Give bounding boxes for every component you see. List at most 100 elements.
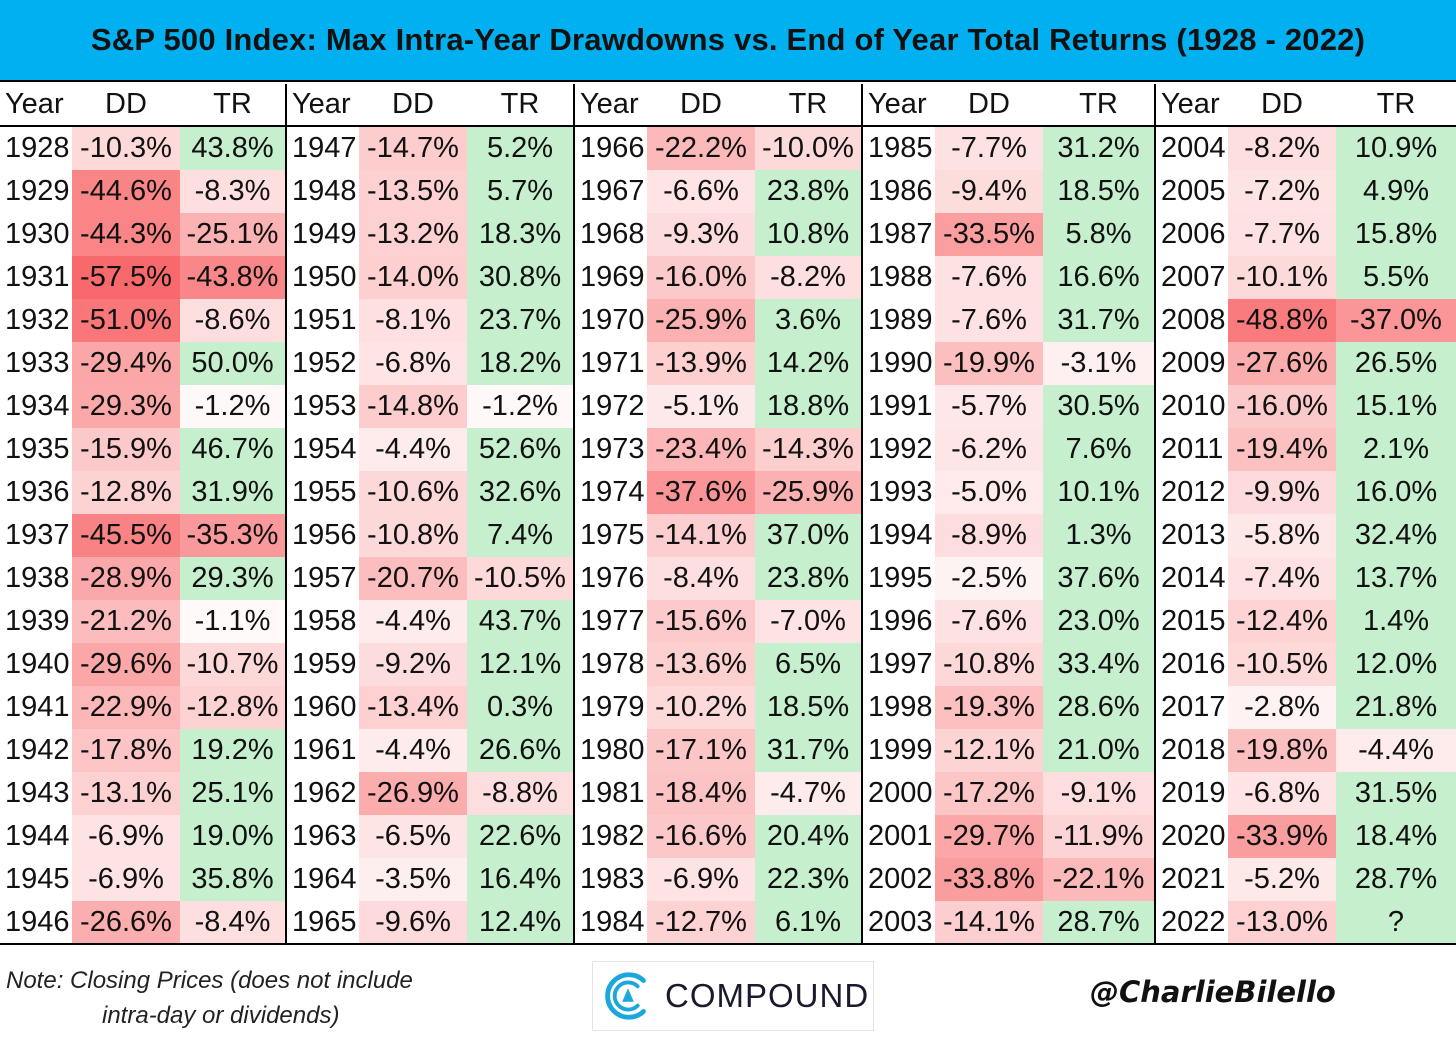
table-row: 1953 -14.8% -1.2% xyxy=(287,385,573,428)
total-return-cell: -4.4% xyxy=(1336,729,1456,772)
year-cell: 2021 xyxy=(1161,863,1226,895)
drawdown-cell: -29.7% xyxy=(935,815,1043,858)
total-return-cell: -1.1% xyxy=(180,600,285,643)
total-return-cell: -35.3% xyxy=(180,514,285,557)
table-row: 1942 -17.8% 19.2% xyxy=(0,729,285,772)
total-return-cell: 23.0% xyxy=(1043,600,1154,643)
table-row: 1961 -4.4% 26.6% xyxy=(287,729,573,772)
total-return-cell: -9.1% xyxy=(1043,772,1154,815)
drawdown-cell: -20.7% xyxy=(359,557,467,600)
year-cell: 1972 xyxy=(580,390,645,422)
year-cell: 1973 xyxy=(580,433,645,465)
table-row: 1963 -6.5% 22.6% xyxy=(287,815,573,858)
total-return-cell: 10.9% xyxy=(1336,127,1456,170)
drawdown-cell: -14.1% xyxy=(647,514,755,557)
year-cell: 2004 xyxy=(1161,132,1226,164)
drawdown-cell: -19.8% xyxy=(1228,729,1336,772)
column-header-year: Year xyxy=(868,88,927,120)
column-header-dd: DD xyxy=(105,88,147,120)
drawdown-cell: -3.5% xyxy=(359,858,467,901)
footnote-line-2: intra-day or dividends) xyxy=(102,1002,340,1029)
table-block: Year DD TR 1947 -14.7% 5.2% 1948 -13.5% 5.7% 1949… xyxy=(287,84,575,944)
column-header-year: Year xyxy=(292,88,351,120)
total-return-cell: 18.2% xyxy=(467,342,573,385)
column-header-year: Year xyxy=(580,88,639,120)
drawdown-cell: -10.6% xyxy=(359,471,467,514)
total-return-cell: -43.8% xyxy=(180,256,285,299)
drawdown-cell: -13.9% xyxy=(647,342,755,385)
table-row: 2019 -6.8% 31.5% xyxy=(1156,772,1456,815)
drawdown-cell: -8.1% xyxy=(359,299,467,342)
table-row: 2005 -7.2% 4.9% xyxy=(1156,170,1456,213)
table-block: Year DD TR 2004 -8.2% 10.9% 2005 -7.2% 4.9% 2006-… xyxy=(1156,84,1456,944)
year-cell: 1987 xyxy=(868,218,933,250)
year-cell: 1988 xyxy=(868,261,933,293)
total-return-cell: 18.4% xyxy=(1336,815,1456,858)
year-cell: 1971 xyxy=(580,347,645,379)
total-return-cell: -4.7% xyxy=(755,772,861,815)
year-cell: 1942 xyxy=(5,734,70,766)
drawdown-cell: -6.6% xyxy=(647,170,755,213)
year-cell: 1950 xyxy=(292,261,357,293)
table-row: 1989 -7.6% 31.7% xyxy=(863,299,1154,342)
year-cell: 1963 xyxy=(292,820,357,852)
year-cell: 2022 xyxy=(1161,906,1226,938)
logo-text: COMPOUND xyxy=(665,977,870,1014)
column-header-tr: TR xyxy=(788,88,828,120)
year-cell: 1935 xyxy=(5,433,70,465)
drawdown-cell: -25.9% xyxy=(647,299,755,342)
total-return-cell: 14.2% xyxy=(755,342,861,385)
table-row: 2010 -16.0% 15.1% xyxy=(1156,385,1456,428)
table-row: 1938 -28.9% 29.3% xyxy=(0,557,285,600)
table-row: 2022 -13.0%? xyxy=(1156,901,1456,944)
year-cell: 1951 xyxy=(292,304,357,336)
total-return-cell: 1.4% xyxy=(1336,600,1456,643)
table-row: 1928 -10.3% 43.8% xyxy=(0,127,285,170)
table-row: 1993 -5.0% 10.1% xyxy=(863,471,1154,514)
drawdown-cell: -29.6% xyxy=(72,643,180,686)
compound-logo: COMPOUND xyxy=(592,961,874,1031)
total-return-cell: 5.7% xyxy=(467,170,573,213)
year-cell: 2018 xyxy=(1161,734,1226,766)
table-row: 1968 -9.3% 10.8% xyxy=(575,213,861,256)
drawdown-cell: -12.7% xyxy=(647,901,755,944)
footnote: Note: Closing Prices (does not include i… xyxy=(6,963,476,1033)
drawdown-cell: -22.9% xyxy=(72,686,180,729)
total-return-cell: 18.3% xyxy=(467,213,573,256)
drawdown-cell: -6.9% xyxy=(647,858,755,901)
table-row: 1946 -26.6% -8.4% xyxy=(0,901,285,944)
year-cell: 2000 xyxy=(868,777,933,809)
table-header-row: Year DD TR xyxy=(287,84,573,127)
year-cell: 1943 xyxy=(5,777,70,809)
drawdown-cell: -2.5% xyxy=(935,557,1043,600)
total-return-cell: -14.3% xyxy=(755,428,861,471)
table-row: 1940 -29.6% -10.7% xyxy=(0,643,285,686)
drawdown-cell: -7.7% xyxy=(935,127,1043,170)
total-return-cell: -11.9% xyxy=(1043,815,1154,858)
drawdown-cell: -10.3% xyxy=(72,127,180,170)
year-cell: 1978 xyxy=(580,648,645,680)
drawdown-cell: -6.8% xyxy=(359,342,467,385)
drawdown-cell: -8.4% xyxy=(647,557,755,600)
year-cell: 1984 xyxy=(580,906,645,938)
total-return-cell: 22.3% xyxy=(755,858,861,901)
drawdown-cell: -13.2% xyxy=(359,213,467,256)
year-cell: 1944 xyxy=(5,820,70,852)
year-cell: 1945 xyxy=(5,863,70,895)
table-row: 1991 -5.7% 30.5% xyxy=(863,385,1154,428)
total-return-cell: 23.8% xyxy=(755,170,861,213)
year-cell: 2007 xyxy=(1161,261,1226,293)
year-cell: 1937 xyxy=(5,519,70,551)
drawdown-cell: -14.7% xyxy=(359,127,467,170)
year-cell: 2017 xyxy=(1161,691,1226,723)
total-return-cell: 52.6% xyxy=(467,428,573,471)
drawdown-cell: -14.0% xyxy=(359,256,467,299)
table-row: 1985 -7.7% 31.2% xyxy=(863,127,1154,170)
drawdown-cell: -9.6% xyxy=(359,901,467,944)
drawdown-cell: -14.1% xyxy=(935,901,1043,944)
table-row: 1981 -18.4% -4.7% xyxy=(575,772,861,815)
year-cell: 1982 xyxy=(580,820,645,852)
total-return-cell: 23.7% xyxy=(467,299,573,342)
total-return-cell: 10.8% xyxy=(755,213,861,256)
drawdown-cell: -15.9% xyxy=(72,428,180,471)
